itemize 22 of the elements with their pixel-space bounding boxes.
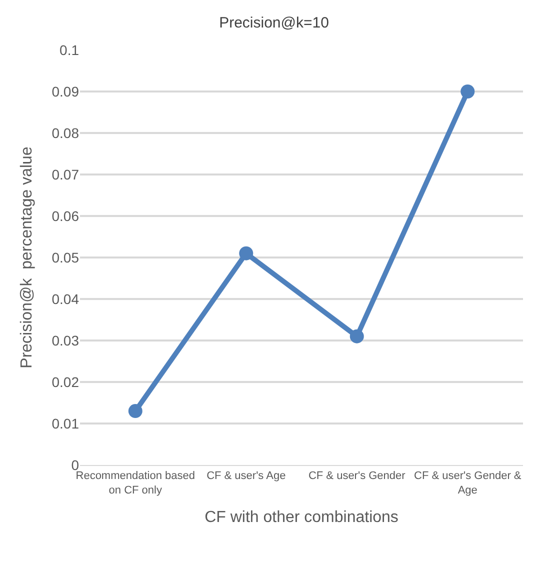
y-tick-label: 0.02 xyxy=(52,374,80,390)
point xyxy=(350,329,364,344)
chart-title: Precision@k=10 xyxy=(219,14,329,32)
y-tick-label: 0.04 xyxy=(52,290,80,307)
point xyxy=(128,404,142,418)
point xyxy=(460,84,475,98)
x-tick-label: CF & user's Gender & Age xyxy=(414,470,522,496)
y-tick-label: 0.09 xyxy=(52,83,80,100)
x-tick-label: CF & user's Age xyxy=(206,470,286,482)
point xyxy=(239,246,254,260)
y-tick-label: 0.08 xyxy=(52,124,80,141)
y-tick-label: 0.07 xyxy=(52,166,80,182)
y-tick-label: 0.01 xyxy=(52,415,80,432)
x-tick-label: Recommendation based on CF only xyxy=(76,470,196,496)
x-tick-label: CF & user's Gender xyxy=(308,470,406,482)
y-axis-title: Precision@k percentage value xyxy=(18,146,36,368)
y-tick-label: 0.1 xyxy=(60,42,80,58)
x-axis-title: CF with other combinations xyxy=(204,509,398,526)
y-tick-label: 0 xyxy=(71,456,80,473)
y-tick-label: 0.06 xyxy=(52,208,80,224)
y-tick-label: 0.05 xyxy=(52,249,80,266)
y-tick-label: 0.03 xyxy=(52,332,80,348)
